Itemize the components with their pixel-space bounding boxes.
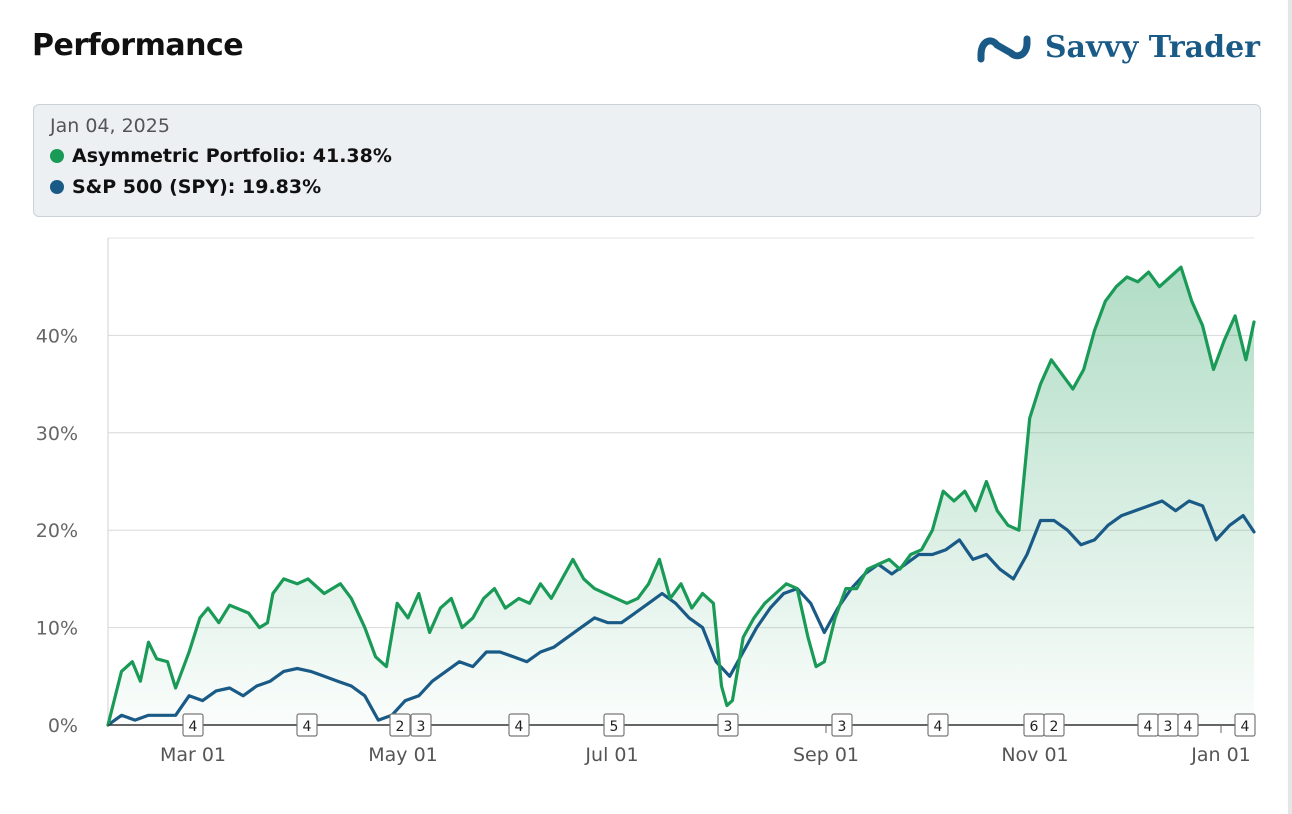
event-marker-label[interactable]: 4 bbox=[934, 719, 943, 735]
x-tick-label: Jul 01 bbox=[584, 744, 638, 766]
event-marker-label[interactable]: 4 bbox=[1144, 719, 1153, 735]
series-dot-portfolio-icon bbox=[50, 149, 64, 163]
x-tick-label: Sep 01 bbox=[793, 744, 859, 766]
tooltip-item-spy: S&P 500 (SPY): 19.83% bbox=[50, 176, 1244, 198]
event-marker-box[interactable] bbox=[1234, 713, 1256, 737]
event-marker-label[interactable]: 4 bbox=[303, 719, 312, 735]
x-tick-label: Jan 01 bbox=[1190, 744, 1251, 766]
event-marker-label[interactable]: 3 bbox=[838, 719, 847, 735]
event-marker-box[interactable] bbox=[389, 713, 411, 737]
series-dot-spy-icon bbox=[50, 180, 64, 194]
y-tick-label: 10% bbox=[36, 618, 78, 640]
y-tick-label: 20% bbox=[36, 520, 78, 542]
brand-logo: Savvy Trader bbox=[975, 30, 1260, 65]
event-marker-label[interactable]: 4 bbox=[515, 719, 524, 735]
event-marker-label[interactable]: 4 bbox=[189, 719, 198, 735]
page-title: Performance bbox=[32, 28, 244, 63]
chart-tooltip: Jan 04, 2025 Asymmetric Portfolio: 41.38… bbox=[33, 104, 1261, 217]
event-marker-label[interactable]: 2 bbox=[396, 719, 405, 735]
event-marker-label[interactable]: 3 bbox=[417, 719, 426, 735]
brand-name: Savvy Trader bbox=[1044, 30, 1260, 65]
event-marker-box[interactable] bbox=[296, 713, 318, 737]
event-marker-box[interactable] bbox=[603, 713, 625, 737]
event-marker-label[interactable]: 4 bbox=[1184, 719, 1193, 735]
x-tick-label: Mar 01 bbox=[160, 744, 226, 766]
tooltip-item-portfolio: Asymmetric Portfolio: 41.38% bbox=[50, 145, 1244, 167]
event-marker-label[interactable]: 2 bbox=[1050, 719, 1059, 735]
savvy-trader-logo-icon bbox=[977, 35, 1031, 62]
event-marker-box[interactable] bbox=[1177, 713, 1199, 737]
event-marker-box[interactable] bbox=[717, 713, 739, 737]
event-marker-box[interactable] bbox=[1043, 713, 1065, 737]
event-marker-label[interactable]: 5 bbox=[610, 719, 619, 735]
x-tick-label: Nov 01 bbox=[1001, 744, 1068, 766]
event-marker-label[interactable]: 3 bbox=[1164, 719, 1173, 735]
event-marker-box[interactable] bbox=[182, 713, 204, 737]
event-marker-label[interactable]: 6 bbox=[1030, 719, 1039, 735]
event-marker-box[interactable] bbox=[410, 713, 432, 737]
event-marker-label[interactable]: 4 bbox=[1241, 719, 1250, 735]
event-marker-box[interactable] bbox=[508, 713, 530, 737]
tooltip-item-label: S&P 500 (SPY): 19.83% bbox=[72, 176, 322, 198]
page-scrollbar[interactable] bbox=[1288, 0, 1292, 814]
x-tick-label: May 01 bbox=[368, 744, 438, 766]
y-tick-label: 30% bbox=[36, 423, 78, 445]
event-marker-label[interactable]: 3 bbox=[724, 719, 733, 735]
tooltip-date: Jan 04, 2025 bbox=[50, 115, 170, 137]
event-marker-box[interactable] bbox=[927, 713, 949, 737]
series-line-portfolio[interactable] bbox=[106, 265, 1256, 727]
y-tick-label: 40% bbox=[36, 325, 78, 347]
y-tick-label: 0% bbox=[48, 715, 78, 737]
tooltip-item-label: Asymmetric Portfolio: 41.38% bbox=[72, 145, 392, 167]
series-line-spy[interactable] bbox=[106, 499, 1256, 727]
portfolio-area-fill bbox=[108, 267, 1254, 725]
event-marker-box[interactable] bbox=[831, 713, 853, 737]
